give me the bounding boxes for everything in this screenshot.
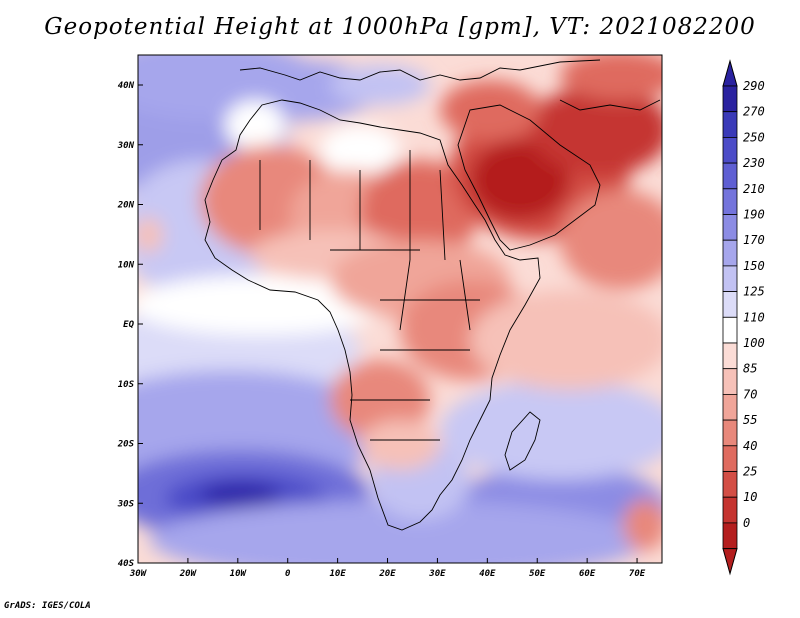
map-title: Geopotential Height at 1000hPa [gpm], VT… [44, 14, 756, 40]
lat-tick-label: 20S [117, 440, 135, 450]
colorbar-label: 250 [743, 130, 765, 144]
colorbar-label: 100 [743, 336, 765, 350]
lon-tick-label: 30E [428, 569, 446, 579]
colorbar-label: 190 [743, 208, 765, 222]
colorbar-swatch [722, 111, 738, 138]
colorbar-label: 230 [743, 156, 765, 170]
lon-tick-label: 70E [629, 569, 646, 579]
colorbar-label: 70 [743, 387, 757, 401]
colorbar-label: 85 [743, 362, 757, 376]
colorbar-swatch [722, 419, 738, 447]
lat-tick-label: 30N [117, 141, 135, 151]
lat-tick-label: 10S [118, 380, 135, 390]
colorbar-swatch [722, 291, 738, 318]
latitude-axis: 40N 30N 20N 10N EQ 10S 20S 30S 40S [117, 81, 143, 569]
colorbar-swatch [722, 239, 738, 267]
colorbar: 2902702502302101901701501251101008570554… [722, 59, 765, 576]
lon-tick-label: 20E [378, 569, 396, 579]
colorbar-label: 125 [743, 285, 765, 299]
colorbar-swatch [722, 85, 738, 113]
lon-tick-label: 30W [129, 569, 148, 579]
lon-tick-label: 50E [529, 569, 546, 579]
colorbar-label: 170 [743, 233, 765, 247]
colorbar-label: 10 [743, 490, 757, 504]
lon-tick-label: 40E [479, 569, 496, 579]
lon-tick-label: 0 [285, 569, 291, 579]
colorbar-max-arrow [722, 59, 738, 87]
colorbar-swatch [722, 265, 738, 292]
colorbar-label: 290 [743, 79, 765, 93]
plot-frame [137, 54, 663, 564]
colorbar-swatch [722, 316, 738, 344]
lon-tick-label: 10W [230, 569, 248, 579]
lat-tick-label: 30S [117, 499, 135, 509]
colorbar-swatch [722, 342, 738, 370]
colorbar-swatch [722, 368, 738, 395]
colorbar-swatch [722, 162, 738, 190]
colorbar-label: 25 [743, 465, 757, 479]
lat-tick-label: EQ [123, 320, 134, 330]
colorbar-swatch [722, 522, 738, 550]
colorbar-label: 150 [743, 259, 765, 273]
colorbar-label: 270 [743, 105, 765, 119]
colorbar-label: 210 [743, 182, 765, 196]
lat-tick-label: 40S [118, 559, 135, 569]
colorbar-swatch [722, 496, 738, 524]
colorbar-swatch [722, 214, 738, 241]
lon-tick-label: 10E [329, 569, 346, 579]
grads-credit: GrADS: IGES/COLA [4, 601, 91, 611]
lon-tick-label: 20W [179, 569, 198, 579]
colorbar-label: 110 [743, 310, 765, 324]
colorbar-swatch [722, 136, 738, 164]
colorbar-swatch [722, 393, 738, 421]
colorbar-swatch [722, 471, 738, 498]
colorbar-swatch [722, 188, 738, 215]
lat-tick-label: 20N [117, 201, 135, 211]
height-field [138, 55, 662, 563]
longitude-axis: 30W 20W 10W 0 10E 20E 30E 40E 50E 60E 70E [129, 558, 646, 579]
colorbar-min-arrow [722, 548, 738, 576]
coastlines [204, 59, 661, 531]
lat-tick-label: 40N [118, 81, 135, 91]
colorbar-label: 0 [743, 516, 750, 530]
colorbar-label: 55 [743, 413, 757, 427]
lat-tick-label: 10N [118, 260, 135, 270]
colorbar-swatch [722, 445, 738, 472]
lon-tick-label: 60E [579, 569, 596, 579]
colorbar-label: 40 [743, 439, 757, 453]
